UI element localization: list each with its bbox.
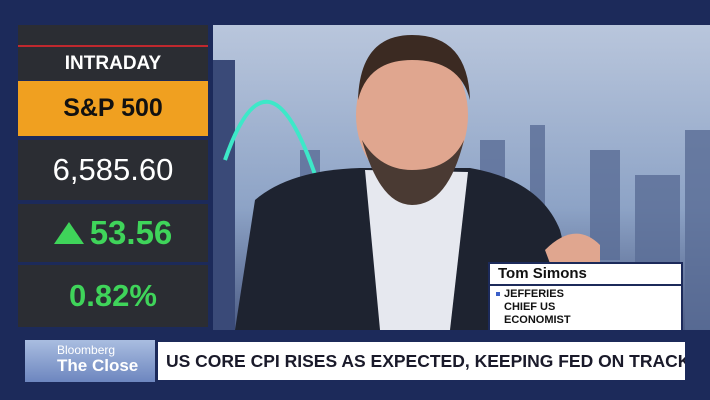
guest-name: Tom Simons: [490, 264, 681, 284]
ticker-index: S&P 500: [18, 81, 208, 136]
lower-third: Tom Simons JEFFERIES CHIEF US ECONOMIST: [488, 262, 683, 332]
headline: US CORE CPI RISES AS EXPECTED, KEEPING F…: [158, 342, 685, 380]
ticker-change-pct: 0.82%: [18, 265, 208, 327]
ticker-price: 6,585.60: [18, 140, 208, 200]
guest-title-line: ECONOMIST: [504, 314, 571, 326]
up-arrow: [53, 222, 84, 244]
bullet: [496, 292, 500, 296]
ticker-change: 53.56: [89, 214, 173, 251]
guest-title-line: CHIEF US: [504, 301, 556, 313]
guest-title-line: JEFFERIES: [504, 288, 564, 300]
show-brand: Bloomberg: [57, 343, 116, 357]
ticker-label: INTRADAY: [18, 45, 208, 80]
show-name: The Close: [57, 356, 139, 375]
guest-title: JEFFERIES CHIEF US ECONOMIST: [490, 286, 681, 330]
show-logo: Bloomberg The Close: [25, 340, 155, 382]
ticker-change-row: 53.56: [18, 204, 208, 262]
